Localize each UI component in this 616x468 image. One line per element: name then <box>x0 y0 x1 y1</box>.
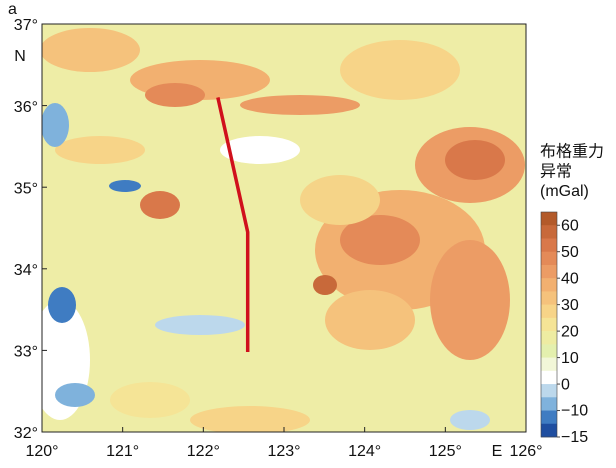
colorbar-band <box>541 225 557 239</box>
y-tick-label: 34° <box>14 262 38 279</box>
x-tick-label: 122° <box>187 443 220 460</box>
colorbar-band <box>541 212 557 226</box>
y-tick-label: 35° <box>14 180 38 197</box>
x-tick-label: 120° <box>25 443 58 460</box>
colorbar-band <box>541 344 557 358</box>
profile-line <box>216 97 250 353</box>
colorbar-band <box>541 410 557 425</box>
colorbar-band <box>541 304 557 319</box>
x-tick-label: 124° <box>348 443 381 460</box>
colorbar-tick-label: 40 <box>561 270 579 287</box>
colorbar-tick-label: 0 <box>561 376 570 393</box>
gravity-field <box>42 24 526 432</box>
colorbar-band <box>541 291 557 305</box>
colorbar-title: 布格重力 <box>540 142 604 161</box>
colorbar-tick-label: 60 <box>561 217 579 234</box>
colorbar-band <box>541 423 557 438</box>
colorbar-band <box>541 370 557 385</box>
colorbar-title: (mGal) <box>540 183 589 200</box>
x-hemisphere-label: E <box>492 443 503 460</box>
colorbar-title: 异常 <box>540 162 572 181</box>
colorbar-band <box>541 357 557 372</box>
colorbar-band <box>541 331 557 345</box>
colorbar-band <box>541 278 557 292</box>
colorbar-band <box>541 384 557 398</box>
y-hemisphere-label: N <box>14 48 26 65</box>
x-tick-label: 125° <box>429 443 462 460</box>
colorbar-tick-label: −15 <box>561 429 588 446</box>
x-tick-label: 121° <box>106 443 139 460</box>
colorbar-tick-label: 10 <box>561 350 579 367</box>
y-tick-label: 33° <box>14 344 38 361</box>
y-tick-label: 37° <box>14 17 38 34</box>
colorbar-tick-label: 20 <box>561 323 579 340</box>
colorbar-tick-label: 30 <box>561 297 579 314</box>
colorbar-band <box>541 397 557 411</box>
x-tick-label: 126° <box>509 443 542 460</box>
y-tick-label: 36° <box>14 99 38 116</box>
colorbar-band <box>541 238 557 253</box>
x-tick-label: 123° <box>267 443 300 460</box>
colorbar-tick-label: 50 <box>561 244 579 261</box>
colorbar-tick-label: −10 <box>561 403 588 420</box>
colorbar-band <box>541 251 557 266</box>
colorbar-band <box>541 317 557 332</box>
colorbar-band <box>541 264 557 279</box>
colorbar-frame <box>540 211 558 438</box>
panel-label: a <box>8 1 17 18</box>
y-tick-label: 32° <box>14 425 38 442</box>
